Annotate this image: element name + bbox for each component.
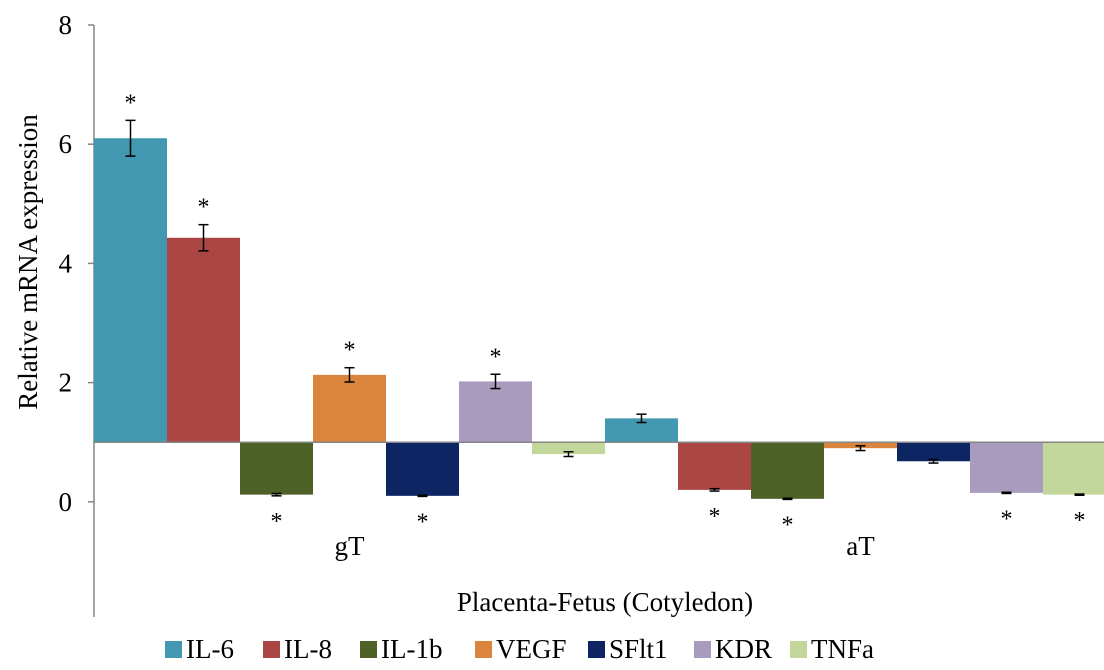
significance-star: * — [782, 512, 794, 538]
bar-il-6-gt — [94, 138, 167, 443]
significance-star: * — [271, 509, 283, 535]
error-bars — [125, 119, 1085, 501]
legend-item-il-8: IL-8 — [263, 634, 332, 664]
legend-item-vegf: VEGF — [475, 634, 567, 664]
legend-swatch — [694, 641, 711, 658]
bar-il-6-at — [605, 418, 678, 443]
legend-swatch — [475, 641, 492, 658]
legend-item-sflt1: SFlt1 — [588, 634, 668, 664]
legend-swatch — [360, 641, 377, 658]
legend-label: IL-8 — [284, 634, 332, 664]
significance-star: * — [1001, 506, 1013, 532]
bar-sflt1-gt — [386, 442, 459, 496]
x-axis-title: Placenta-Fetus (Cotyledon) — [457, 587, 753, 617]
bars — [94, 138, 1104, 499]
category-labels: gT aT — [335, 531, 876, 561]
bar-sflt1-at — [897, 442, 970, 462]
significance-markers: * * * * * * * * * * — [125, 90, 1086, 538]
legend-swatch — [588, 641, 605, 658]
legend-item-il-1b: IL-1b — [360, 634, 442, 664]
significance-star: * — [709, 504, 721, 530]
y-tick-label: 0 — [59, 487, 73, 517]
category-label-at: aT — [846, 531, 875, 561]
legend-label: KDR — [715, 634, 772, 664]
legend-swatch — [790, 641, 807, 658]
significance-star: * — [125, 90, 137, 116]
legend-label: VEGF — [496, 634, 567, 664]
bar-il-1b-at — [751, 442, 824, 499]
bar-tnfa-at — [1043, 442, 1104, 495]
y-tick-label: 6 — [59, 129, 73, 159]
legend-label: SFlt1 — [609, 634, 668, 664]
y-tick-label: 2 — [59, 368, 73, 398]
significance-star: * — [198, 195, 210, 221]
y-axis-title: Relative mRNA expression — [13, 114, 43, 410]
legend: IL-6 IL-8 IL-1b VEGF SFlt1 KDR TNFa — [165, 634, 874, 664]
significance-star: * — [490, 344, 502, 370]
significance-star: * — [344, 338, 356, 364]
category-label-gt: gT — [335, 531, 366, 561]
legend-item-kdr: KDR — [694, 634, 772, 664]
legend-item-il-6: IL-6 — [165, 634, 234, 664]
y-axis: 0 2 4 6 8 — [59, 10, 95, 617]
legend-swatch — [263, 641, 280, 658]
bar-tnfa-gt — [532, 442, 605, 455]
legend-item-tnfa: TNFa — [790, 634, 874, 664]
significance-star: * — [417, 509, 429, 535]
legend-label: IL-6 — [186, 634, 234, 664]
bar-il-1b-gt — [240, 442, 313, 495]
bar-kdr-gt — [459, 381, 532, 443]
bar-kdr-at — [970, 442, 1043, 493]
bar-il-8-gt — [167, 237, 240, 443]
y-tick-label: 8 — [59, 10, 73, 40]
legend-label: IL-1b — [381, 634, 442, 664]
legend-swatch — [165, 641, 182, 658]
y-tick-label: 4 — [59, 248, 73, 278]
bar-il-8-at — [678, 442, 751, 490]
bar-vegf-gt — [313, 374, 386, 443]
significance-star: * — [1074, 508, 1086, 534]
legend-label: TNFa — [811, 634, 874, 664]
